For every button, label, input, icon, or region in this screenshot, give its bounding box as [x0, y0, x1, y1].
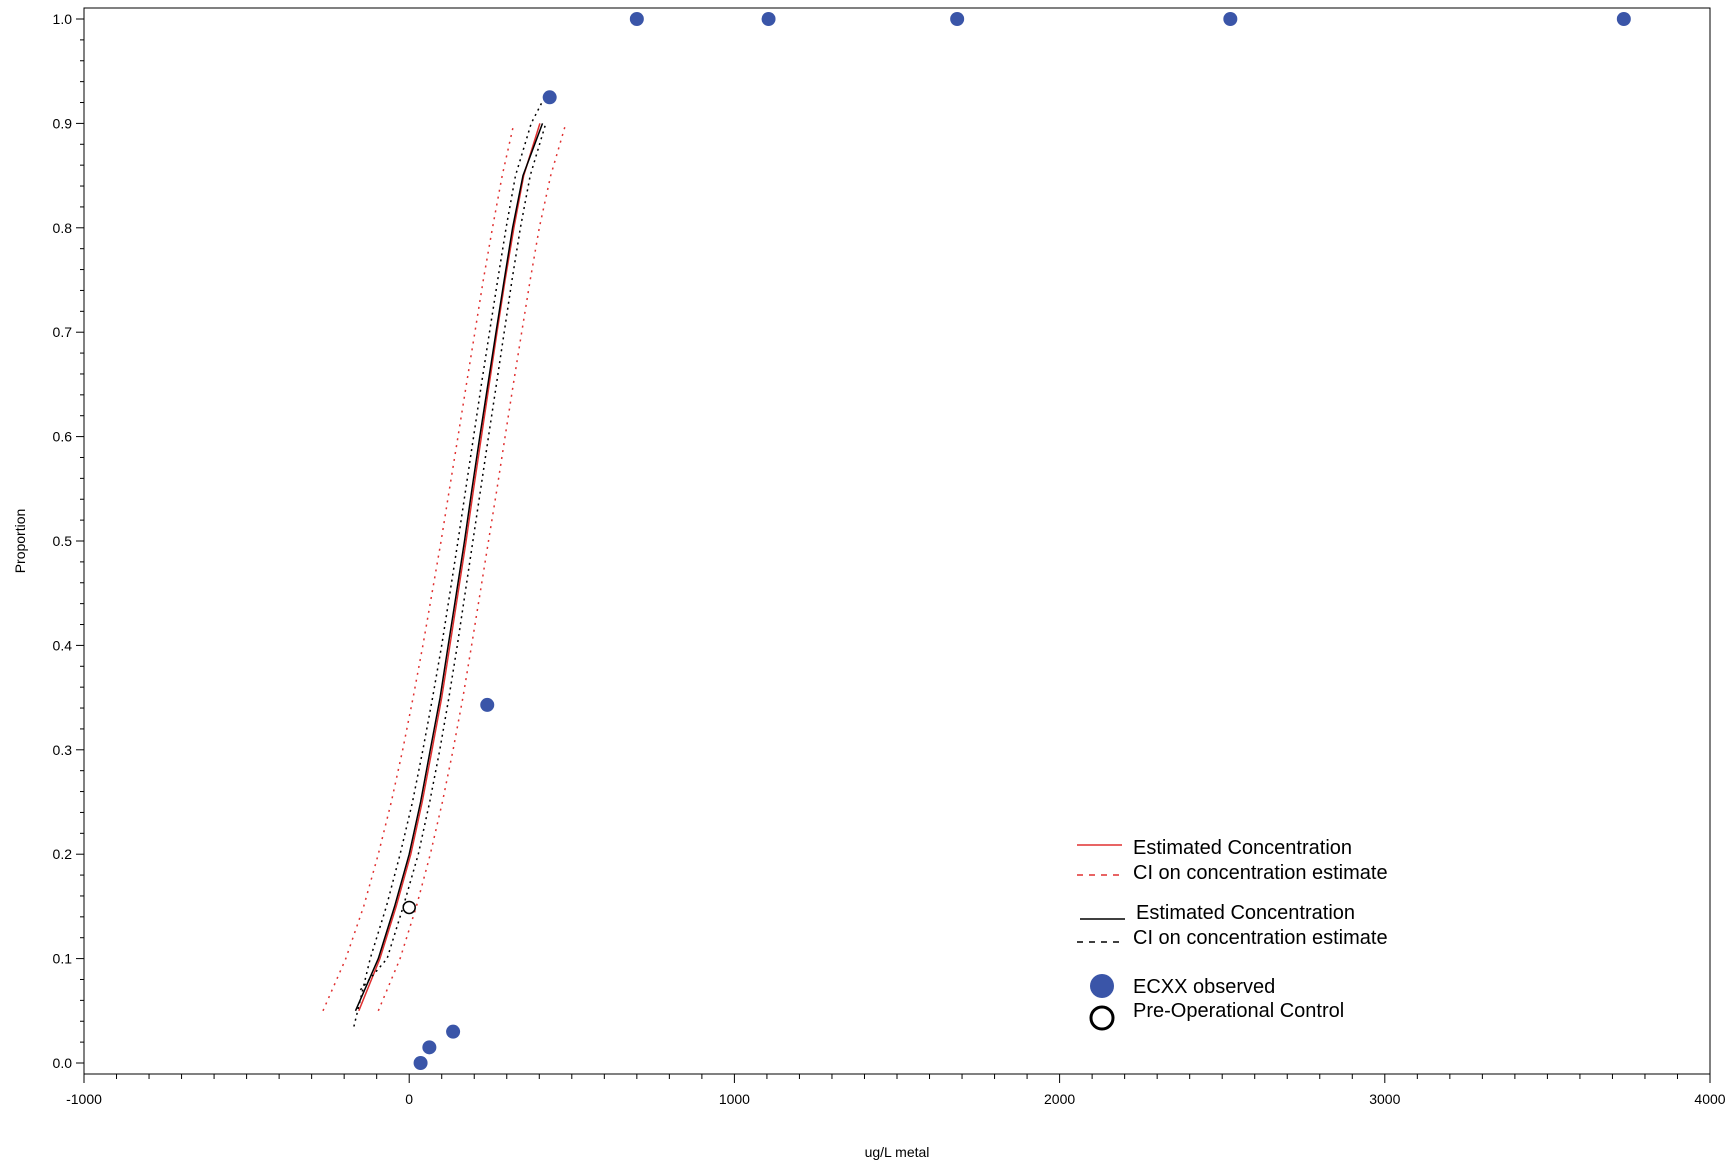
y-tick-label: 1.0: [53, 11, 73, 27]
observed-point: [480, 697, 495, 712]
control-point: [402, 900, 416, 915]
legend-label-black-estimate: Estimated Concentration: [1136, 902, 1355, 924]
observed-point: [761, 12, 776, 26]
points-layer: [402, 12, 1631, 1070]
y-tick-label: 0.0: [53, 1055, 73, 1071]
y-tick-label: 0.7: [53, 324, 73, 340]
x-tick-label: 1000: [719, 1091, 750, 1107]
observed-point: [950, 12, 965, 26]
observed-point: [413, 1056, 428, 1070]
legend-marker-observed: [1090, 974, 1114, 998]
y-tick-label: 0.4: [53, 637, 73, 653]
series-line-5: [359, 123, 547, 991]
series-line-3: [354, 123, 544, 1012]
y-tick-label: 0.8: [53, 220, 73, 236]
legend-label-red-ci: CI on concentration estimate: [1133, 862, 1388, 884]
series-line-0: [358, 123, 541, 1012]
y-tick-label: 0.5: [53, 533, 73, 549]
series-line-4: [353, 102, 543, 1027]
legend-label-red-estimate: Estimated Concentration: [1133, 837, 1352, 859]
y-tick-label: 0.6: [53, 429, 73, 445]
legend-label-control: Pre-Operational Control: [1133, 1000, 1344, 1022]
series-line-2: [377, 123, 567, 1012]
y-tick-label: 0.1: [53, 951, 73, 967]
plot-frame: [83, 7, 1711, 1075]
y-tick-label: 0.9: [53, 115, 73, 131]
x-tick-label: 2000: [1044, 1091, 1075, 1107]
observed-point: [1223, 12, 1238, 26]
observed-point: [629, 12, 644, 26]
observed-point: [422, 1040, 437, 1055]
observed-point: [542, 90, 557, 105]
x-axis-title: ug/L metal: [865, 1144, 930, 1160]
observed-point: [1616, 12, 1631, 26]
legend-marker-control: [1089, 1005, 1115, 1031]
x-tick-label: 3000: [1369, 1091, 1400, 1107]
y-tick-label: 0.2: [53, 846, 73, 862]
x-tick-label: 0: [405, 1091, 413, 1107]
legend-label-black-ci: CI on concentration estimate: [1133, 927, 1388, 949]
x-tick-label: 4000: [1694, 1091, 1725, 1107]
observed-point: [446, 1024, 461, 1039]
x-tick-label: -1000: [66, 1091, 102, 1107]
y-axis-title: Proportion: [12, 509, 28, 574]
series-line-1: [322, 123, 515, 1012]
legend: Estimated Concentration CI on concentrat…: [1077, 837, 1388, 1031]
series-layer: [322, 102, 567, 1027]
legend-label-observed: ECXX observed: [1133, 976, 1275, 998]
axes: -1000 0 1000 2000 3000 4000 0.0 0.1 0.2 0.3 0.4 0.5…: [53, 11, 1726, 1107]
y-tick-label: 0.3: [53, 742, 73, 758]
